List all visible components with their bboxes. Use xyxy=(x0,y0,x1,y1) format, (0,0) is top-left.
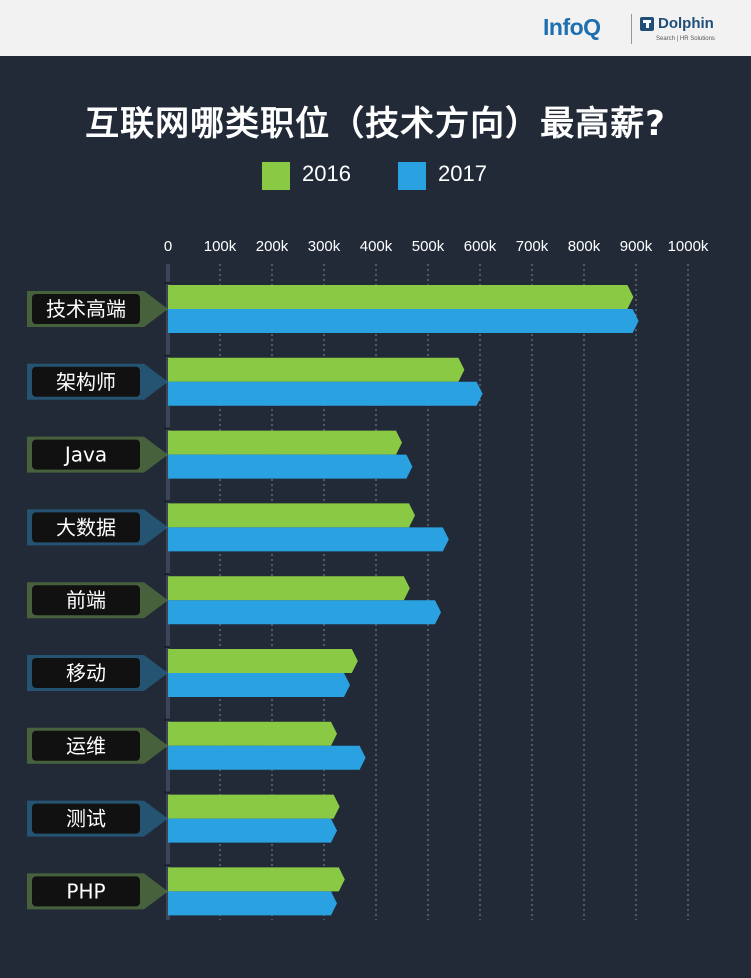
x-tick-label: 500k xyxy=(412,238,445,255)
bar-2016 xyxy=(168,285,634,309)
chart-title: 互联网哪类职位（技术方向）最高薪? xyxy=(85,104,666,144)
header-bar: InfoQ Dolphin Search | HR Solutions xyxy=(0,0,751,56)
category-label: 运维 xyxy=(66,734,106,758)
x-tick-label: 600k xyxy=(464,238,497,255)
x-tick-label: 1000k xyxy=(668,238,709,255)
bar-2017 xyxy=(168,527,449,552)
bar-2016 xyxy=(168,430,402,455)
category-label-box xyxy=(32,366,140,397)
logo-divider xyxy=(631,14,632,44)
dolphin-logo-subtitle: Search | HR Solutions xyxy=(656,36,715,42)
bar-2017 xyxy=(168,818,337,843)
bar-2017 xyxy=(168,309,639,333)
category-label: PHP xyxy=(66,879,105,903)
category-label-box xyxy=(32,658,140,688)
bar-2016 xyxy=(168,649,358,673)
category-label-box xyxy=(32,803,140,834)
category-label: Java xyxy=(63,443,107,467)
x-tick-label: 300k xyxy=(308,238,341,255)
bar-2017 xyxy=(168,673,350,697)
bar-2016 xyxy=(168,721,337,746)
bar-2017 xyxy=(168,454,413,479)
x-tick-label: 200k xyxy=(256,238,289,255)
x-tick-label: 100k xyxy=(204,238,237,255)
bar-2017 xyxy=(168,381,483,406)
legend-label-2016: 2016 xyxy=(302,161,351,186)
x-tick-label: 900k xyxy=(620,238,653,255)
bar-2016 xyxy=(168,357,465,382)
infoq-logo: InfoQ xyxy=(543,14,601,40)
dolphin-logo-icon xyxy=(640,17,654,31)
category-label: 移动 xyxy=(66,661,106,685)
bar-2017 xyxy=(168,600,441,625)
x-tick-label: 700k xyxy=(516,238,549,255)
x-tick-label: 400k xyxy=(360,238,393,255)
bar-2016 xyxy=(168,794,340,819)
bar-2016 xyxy=(168,503,415,528)
bar-2016 xyxy=(168,576,410,601)
x-tick-label: 0 xyxy=(164,238,172,255)
legend-swatch-2017 xyxy=(398,162,426,190)
x-tick-label: 800k xyxy=(568,238,601,255)
legend-label-2017: 2017 xyxy=(438,161,487,186)
category-label-box xyxy=(32,512,140,543)
category-label-box xyxy=(32,730,140,761)
category-label-box xyxy=(32,585,140,616)
legend-swatch-2016 xyxy=(262,162,290,190)
bar-2016 xyxy=(168,867,345,892)
category-label: 架构师 xyxy=(56,370,116,394)
bar-2017 xyxy=(168,745,366,770)
category-label-box xyxy=(32,439,140,470)
category-label: 测试 xyxy=(66,807,106,831)
category-label-box xyxy=(32,294,140,324)
category-label: 大数据 xyxy=(56,515,116,539)
category-label: 前端 xyxy=(66,588,106,612)
category-label: 技术高端 xyxy=(46,297,126,321)
category-label-box xyxy=(32,876,140,907)
dolphin-logo: Dolphin xyxy=(658,15,714,32)
bar-2017 xyxy=(168,891,337,916)
